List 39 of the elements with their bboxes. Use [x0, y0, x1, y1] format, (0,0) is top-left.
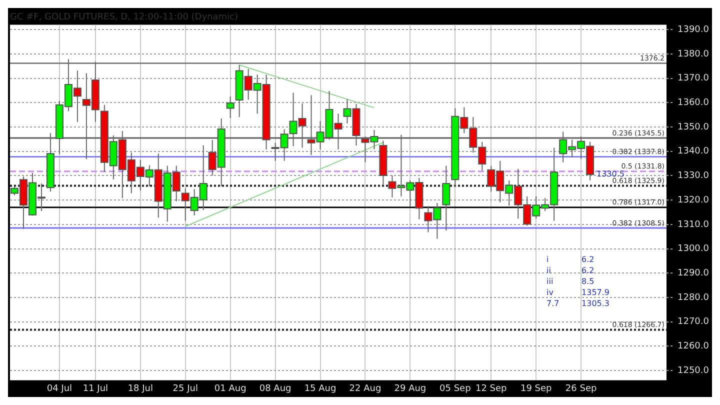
annotation: iv — [546, 288, 554, 297]
annotation: iii — [546, 276, 554, 286]
y-tick-label: 1380.0 — [678, 49, 710, 60]
y-tick-label: 1350.0 — [678, 122, 710, 132]
annotation: 8.5 — [582, 276, 594, 286]
y-tick-label: 1360.0 — [678, 98, 710, 108]
x-tick-label: 05 Sep — [440, 384, 472, 394]
annotation: 6.2 — [582, 254, 594, 264]
annotation: 1330.5 — [596, 170, 625, 179]
x-tick-label: 15 Aug — [304, 384, 336, 394]
x-tick-label: 01 Aug — [214, 384, 246, 394]
annotation: 1357.9 — [582, 288, 610, 297]
x-tick-label: 29 Aug — [394, 384, 426, 394]
y-tick-label: 1370.0 — [678, 74, 710, 84]
x-tick-label: 19 Sep — [520, 384, 552, 394]
y-tick-label: 1300.0 — [678, 244, 710, 254]
y-tick-label: 1330.0 — [678, 171, 710, 182]
annotation: 1305.3 — [582, 298, 610, 308]
annotation: 7.7 — [546, 298, 560, 308]
x-tick-label: 12 Sep — [476, 384, 508, 394]
annotation: ii — [546, 266, 551, 275]
x-tick-label: 08 Aug — [259, 384, 292, 394]
y-tick-label: 1390.0 — [678, 25, 710, 36]
y-tick-label: 1280.0 — [678, 292, 710, 303]
x-tick-label: 22 Aug — [349, 384, 382, 394]
x-tick-label: 25 Jul — [172, 384, 198, 394]
y-tick-label: 1260.0 — [678, 341, 710, 352]
y-tick-label: 1340.0 — [678, 146, 710, 157]
x-tick-label: 18 Jul — [128, 384, 153, 394]
annotation: i — [546, 254, 549, 264]
y-tick-label: 1250.0 — [678, 366, 710, 376]
y-tick-label: 1290.0 — [678, 268, 710, 278]
y-tick-label: 1310.0 — [678, 220, 710, 230]
y-tick-label: 1270.0 — [678, 317, 710, 328]
x-tick-label: 26 Sep — [565, 384, 597, 394]
y-tick-label: 1320.0 — [678, 195, 710, 206]
x-tick-label: 11 Jul — [82, 384, 108, 394]
x-tick-label: 04 Jul — [46, 384, 72, 394]
annotation: 6.2 — [582, 266, 594, 275]
